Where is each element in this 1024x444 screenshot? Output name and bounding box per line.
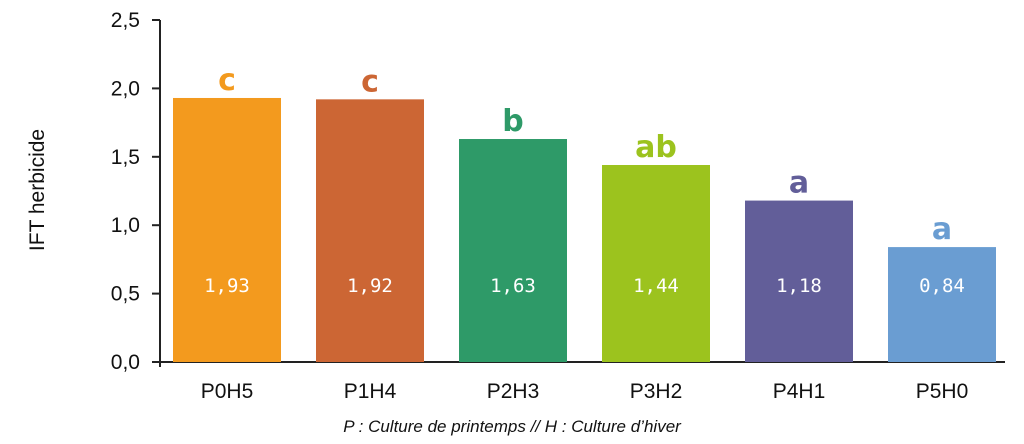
significance-letter: a (932, 212, 952, 247)
bar-value-label: 0,84 (919, 275, 965, 297)
x-tick-label: P0H5 (201, 380, 254, 403)
bar-value-label: 1,92 (347, 275, 393, 297)
y-ticks: 0,0 0,5 1,0 1,5 2,0 2,5 (111, 9, 160, 374)
significance-letter: a (789, 166, 809, 201)
x-tick-label: P3H2 (630, 380, 683, 403)
y-tick-label: 0,0 (111, 351, 140, 374)
x-tick-label: P2H3 (487, 380, 540, 403)
y-tick-label: 1,5 (111, 146, 140, 169)
bar (745, 200, 853, 362)
bar-value-label: 1,18 (776, 275, 822, 297)
bar (316, 99, 424, 363)
significance-letter: c (361, 64, 379, 99)
y-axis-label: IFT herbicide (26, 129, 49, 251)
significance-letter: b (502, 104, 523, 139)
x-tick-label: P5H0 (916, 380, 969, 403)
x-tick-label: P1H4 (344, 380, 397, 403)
significance-letter: c (218, 63, 236, 98)
bar (888, 247, 996, 362)
y-tick-label: 1,0 (111, 214, 140, 237)
y-tick-label: 2,0 (111, 77, 140, 100)
bar (602, 165, 710, 362)
significance-letter: ab (635, 130, 677, 165)
bar (459, 139, 567, 362)
bar (173, 97, 281, 362)
bar-value-label: 1,44 (633, 275, 679, 297)
x-axis-label: P : Culture de printemps // H : Culture … (343, 417, 682, 436)
bar-value-label: 1,93 (204, 275, 250, 297)
y-tick-label: 0,5 (111, 283, 140, 306)
y-tick-label: 2,5 (111, 9, 140, 32)
bars: 1,93 c 1,92 c 1,63 b 1,44 ab 1,18 a 0,84 a (173, 63, 996, 363)
x-tick-labels: P0H5 P1H4 P2H3 P3H2 P4H1 P5H0 (201, 380, 969, 403)
bar-value-label: 1,63 (490, 275, 536, 297)
x-tick-label: P4H1 (773, 380, 826, 403)
